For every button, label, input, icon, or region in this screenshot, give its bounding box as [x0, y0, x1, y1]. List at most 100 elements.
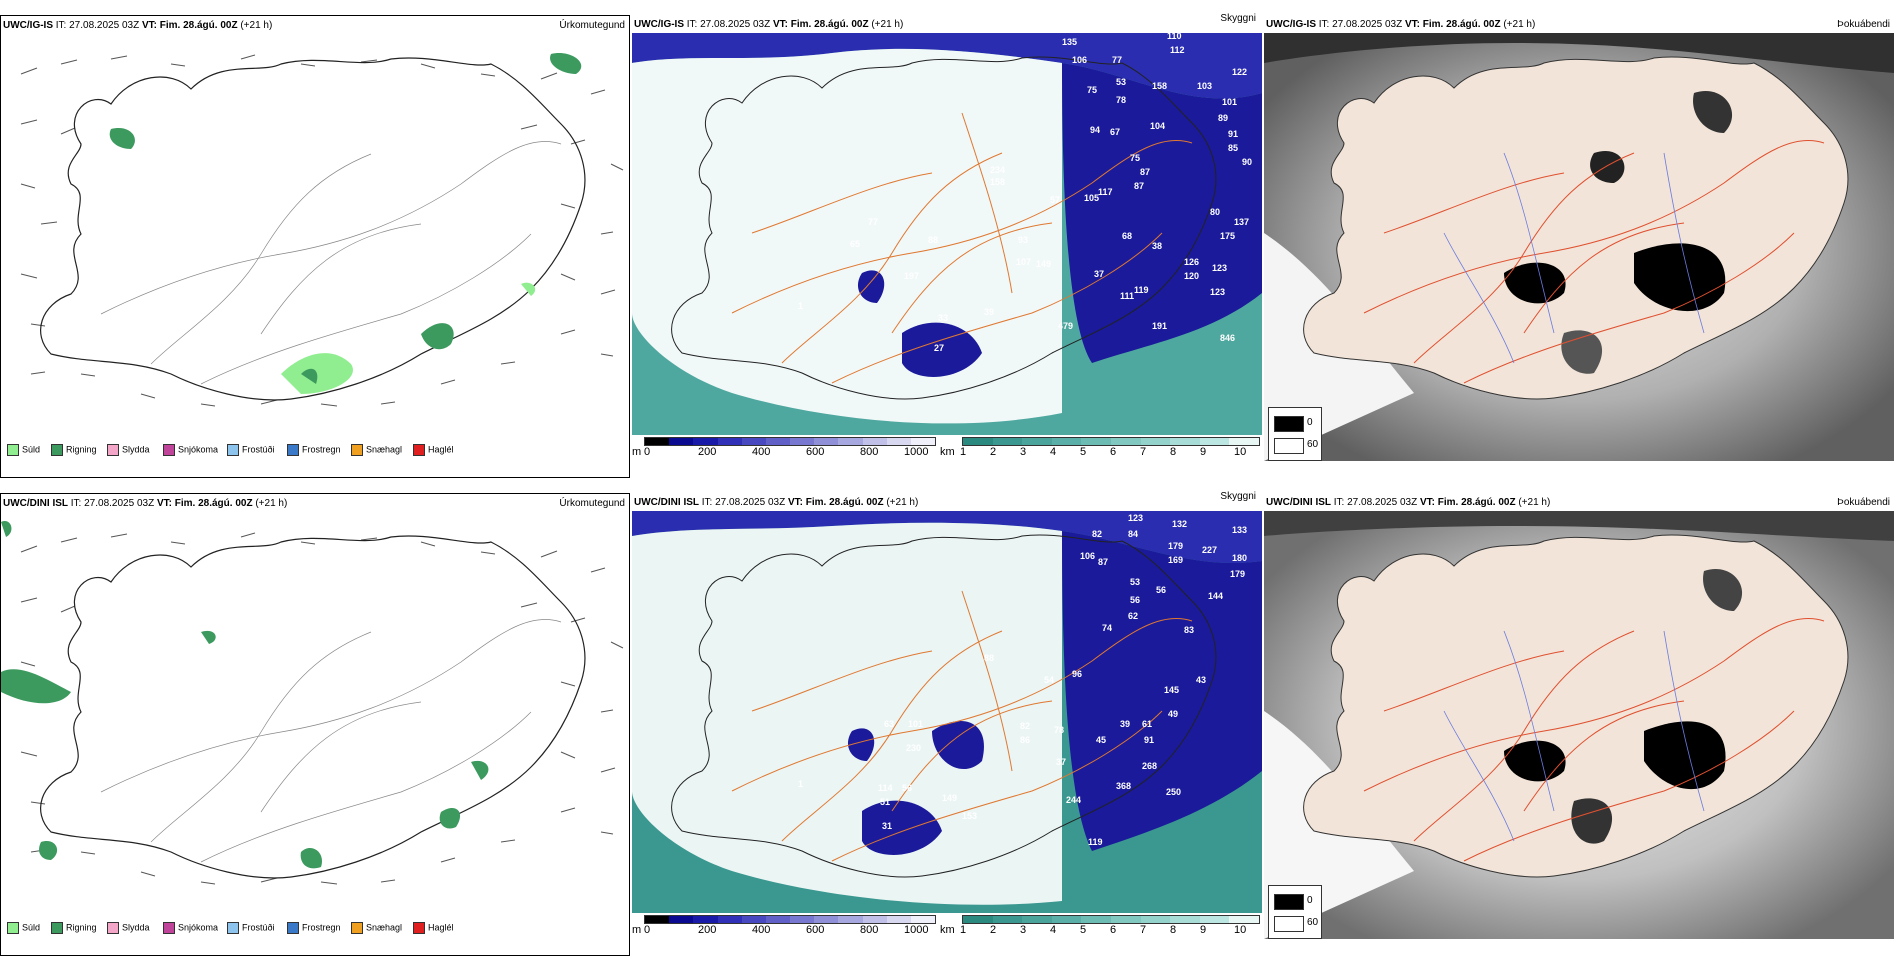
wind-barbs [20, 532, 624, 885]
svg-text:83: 83 [1184, 625, 1194, 635]
tick: 10 [1234, 446, 1247, 458]
panel-type-label: Skyggni [1218, 491, 1258, 502]
panel-title: UWC/IG-IS IT: 27.08.2025 03Z VT: Fim. 28… [634, 19, 904, 30]
svg-text:197: 197 [904, 271, 919, 281]
wind-barbs [20, 54, 624, 407]
road-network [1363, 139, 1825, 384]
ceiling-colorbar: m 0 200 400 600 800 1000 [632, 435, 937, 463]
panel-type-label: Þokuábendi [1837, 497, 1890, 508]
tick: 8 [1170, 924, 1177, 936]
svg-text:93: 93 [1018, 235, 1028, 245]
precip-map [20, 53, 624, 407]
svg-text:846: 846 [1220, 333, 1235, 343]
legend-item: Frostregn [287, 444, 341, 456]
tick: 9 [1200, 446, 1207, 458]
svg-text:90: 90 [1242, 157, 1252, 167]
tick: 200 [698, 446, 717, 458]
svg-text:149: 149 [942, 793, 957, 803]
svg-text:120: 120 [1184, 271, 1199, 281]
svg-text:96: 96 [1072, 669, 1082, 679]
svg-text:158: 158 [990, 177, 1005, 187]
svg-text:158: 158 [1152, 81, 1167, 91]
fog-map [1264, 33, 1894, 461]
tick: 1 [960, 446, 967, 458]
svg-text:110: 110 [1167, 33, 1182, 41]
tick: 6 [1110, 924, 1117, 936]
svg-text:250: 250 [1166, 787, 1181, 797]
svg-text:31: 31 [882, 821, 892, 831]
fog-legend: 0 60 [1268, 885, 1322, 939]
iceland-outline [1303, 534, 1849, 878]
svg-text:149: 149 [1036, 259, 1051, 269]
panel-title: UWC/DINI ISL IT: 27.08.2025 03Z VT: Fim.… [1266, 497, 1551, 508]
svg-text:234: 234 [990, 165, 1005, 175]
tick: 600 [806, 924, 825, 936]
tick: 1000 [904, 924, 929, 936]
panel-type-label: Úrkomutegund [559, 498, 625, 509]
svg-text:112: 112 [1170, 45, 1185, 55]
ceiling-ramp [644, 915, 936, 924]
legend-item: Súld [7, 444, 40, 456]
tick: 5 [1080, 924, 1087, 936]
svg-text:126: 126 [1184, 257, 1199, 267]
road-network [731, 112, 1193, 384]
fog-legend-high: 60 [1307, 439, 1319, 450]
svg-text:39: 39 [984, 307, 994, 317]
svg-text:106: 106 [1080, 551, 1095, 561]
svg-text:63: 63 [884, 719, 894, 729]
svg-text:56: 56 [1156, 585, 1166, 595]
svg-text:153: 153 [962, 811, 977, 821]
panel-title: UWC/DINI ISL IT: 27.08.2025 03Z VT: Fim.… [3, 498, 288, 509]
svg-text:135: 135 [1062, 37, 1077, 47]
legend-item: Slydda [107, 922, 150, 934]
tick: 5 [1080, 446, 1087, 458]
tick: 4 [1050, 446, 1057, 458]
road-network [100, 141, 562, 385]
fog-map [1264, 511, 1894, 939]
tick: 800 [860, 446, 879, 458]
svg-text:75: 75 [1130, 153, 1140, 163]
iceland-outline [671, 534, 1217, 878]
iceland-outline [40, 57, 586, 401]
tick: 0 [644, 924, 651, 936]
svg-text:87: 87 [1098, 557, 1108, 567]
tick: 800 [860, 924, 879, 936]
svg-text:85: 85 [1228, 143, 1238, 153]
svg-text:33: 33 [938, 313, 948, 323]
rivers [1443, 630, 1705, 842]
svg-text:179: 179 [1230, 569, 1245, 579]
precip-legend: Súld Rigning Slydda Snjókoma Frostúði Fr… [1, 434, 631, 464]
tick: 7 [1140, 924, 1147, 936]
svg-text:114: 114 [878, 783, 893, 793]
svg-text:230: 230 [906, 743, 921, 753]
panel-type-label: Úrkomutegund [559, 20, 625, 31]
tick: 1000 [904, 446, 929, 458]
visibility-unit: km [940, 446, 955, 458]
ceiling-unit: m [632, 924, 642, 936]
tick: 8 [1170, 446, 1177, 458]
fog-legend-light [1274, 916, 1304, 932]
tick: 3 [1020, 924, 1027, 936]
svg-text:75: 75 [1087, 85, 1097, 95]
precip-type-panel-row2: UWC/DINI ISL IT: 27.08.2025 03Z VT: Fim.… [0, 493, 630, 956]
legend-item: Rigning [51, 444, 97, 456]
fog-indicator-panel-row1: UWC/IG-IS IT: 27.08.2025 03Z VT: Fim. 28… [1264, 15, 1894, 478]
svg-text:227: 227 [1202, 545, 1217, 555]
svg-text:89: 89 [1218, 113, 1228, 123]
tick: 2 [990, 446, 997, 458]
precip-map [1, 520, 624, 885]
tick: 200 [698, 924, 717, 936]
legend-item: Frostregn [287, 922, 341, 934]
tick: 4 [1050, 924, 1057, 936]
svg-text:145: 145 [1164, 685, 1179, 695]
svg-text:80: 80 [1210, 207, 1220, 217]
precip-areas [109, 53, 582, 394]
precip-areas [1, 520, 489, 869]
svg-text:68: 68 [1122, 231, 1132, 241]
tick: 1 [960, 924, 967, 936]
svg-text:101: 101 [1222, 97, 1237, 107]
cloud-visibility-panel-row1: UWC/IG-IS IT: 27.08.2025 03Z VT: Fim. 28… [632, 13, 1262, 478]
svg-text:39: 39 [1120, 719, 1130, 729]
svg-text:88: 88 [928, 235, 938, 245]
svg-text:1: 1 [798, 301, 803, 311]
